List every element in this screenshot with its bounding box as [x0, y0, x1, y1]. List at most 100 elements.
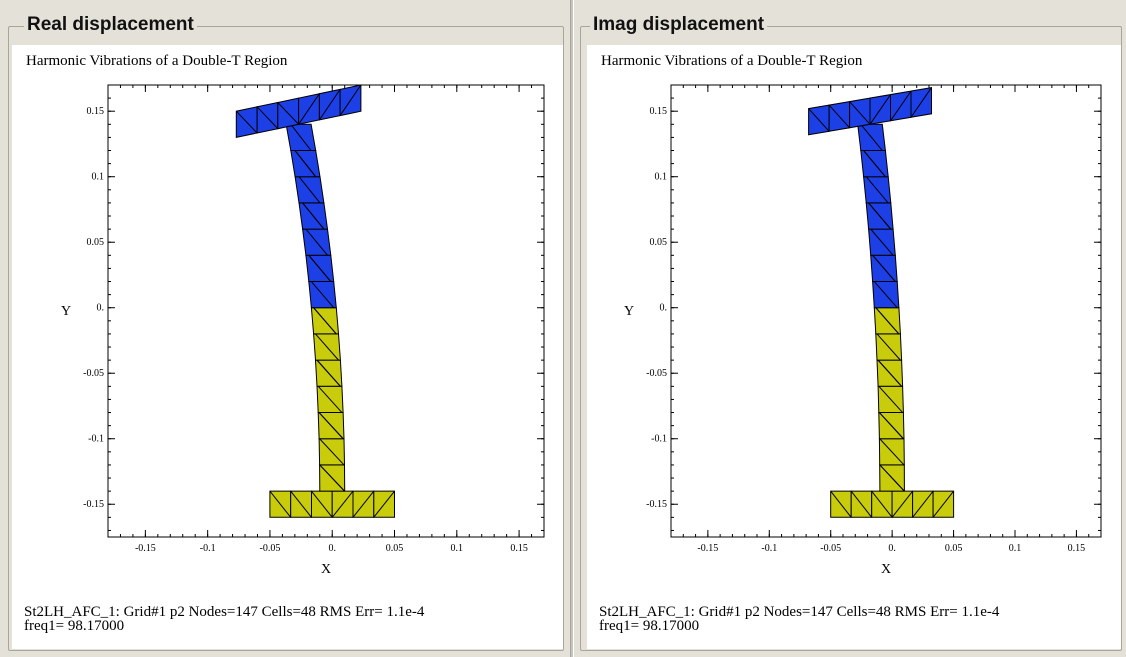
- plot-footer: St2LH_AFC_1: Grid#1 p2 Nodes=147 Cells=4…: [599, 604, 1000, 634]
- y-tick-label: -0.1: [88, 434, 104, 445]
- panel-title: Real displacement: [24, 14, 197, 36]
- mesh-edge: [869, 94, 891, 125]
- mesh-edge: [308, 254, 332, 282]
- y-tick-label: 0.15: [87, 106, 105, 117]
- mesh-edge: [873, 281, 898, 309]
- y-tick-label: 0.: [660, 303, 668, 314]
- mesh-edge: [298, 176, 321, 204]
- mesh-edge: [294, 150, 317, 178]
- plot-frame: [107, 84, 545, 538]
- mesh-edge: [872, 254, 896, 282]
- y-tick-label: 0.15: [650, 106, 668, 117]
- plot-area: Harmonic Vibrations of a Double-T Region…: [12, 45, 563, 649]
- mesh-edge: [877, 359, 902, 387]
- mesh-edge: [315, 333, 339, 361]
- x-tick-label: 0.15: [510, 543, 528, 554]
- mesh-edge: [891, 490, 914, 518]
- mesh-edge: [876, 333, 901, 361]
- mesh-edge: [317, 385, 343, 413]
- x-axis-label: X: [881, 562, 891, 577]
- mesh-edge: [879, 412, 904, 440]
- x-tick-label: 0.: [888, 543, 896, 554]
- y-tick-label: -0.1: [651, 434, 667, 445]
- mesh-edge: [863, 150, 886, 178]
- y-tick-label: 0.1: [92, 172, 105, 183]
- status-line: St2LH_AFC_1: Grid#1 p2 Nodes=147 Cells=4…: [599, 604, 1000, 620]
- x-tick-label: 0.05: [386, 543, 404, 554]
- mesh-edge: [319, 464, 345, 492]
- mesh-plot: -0.15 -0.1 -0.05 0. 0.05 0.1 0.15 0.15 0.1 0.05 0.…: [624, 84, 1102, 577]
- mesh-edge: [290, 490, 312, 518]
- mesh-edge: [256, 106, 279, 130]
- real-displacement-group: [8, 26, 564, 651]
- mesh-edge: [871, 490, 893, 518]
- frequency-line: freq1= 98.17000: [24, 618, 125, 634]
- mesh-edge: [830, 490, 852, 518]
- mesh-edge: [331, 490, 354, 518]
- panel-title: Imag displacement: [590, 14, 768, 36]
- x-tick-label: -0.05: [260, 543, 281, 554]
- y-tick-label: -0.15: [646, 499, 667, 510]
- mesh-edge: [318, 89, 341, 121]
- imag-displacement-panel: Imag displacement Harmonic Vibrations of…: [574, 0, 1126, 657]
- mesh-plot: -0.15 -0.1 -0.05 0. 0.05 0.1 0.15 0.15 0.1 0.05 0.…: [61, 84, 545, 577]
- mesh-edge: [313, 307, 337, 335]
- y-tick-label: 0.05: [650, 237, 668, 248]
- splitter[interactable]: [570, 0, 574, 657]
- mesh-edge: [311, 490, 333, 518]
- mesh-edge: [319, 438, 345, 466]
- y-tick-label: 0.05: [87, 237, 105, 248]
- status-line: St2LH_AFC_1: Grid#1 p2 Nodes=147 Cells=4…: [24, 604, 425, 620]
- y-tick-label: 0.: [97, 303, 105, 314]
- x-tick-label: -0.15: [697, 543, 718, 554]
- x-tick-label: -0.05: [820, 543, 841, 554]
- mesh-edge: [339, 84, 362, 116]
- mesh-edge: [910, 87, 932, 118]
- y-tick-label: -0.15: [83, 499, 104, 510]
- mesh-edge: [310, 281, 335, 309]
- x-tick-label: 0.1: [1009, 543, 1022, 554]
- mesh-edge: [879, 438, 905, 466]
- mesh-edge: [808, 108, 830, 132]
- mesh-edge: [865, 176, 889, 204]
- y-tick-label: 0.1: [655, 172, 668, 183]
- mesh-edge: [235, 110, 258, 134]
- x-tick-label: -0.1: [761, 543, 777, 554]
- mesh-edge: [860, 123, 883, 151]
- x-axis-label: X: [321, 562, 331, 577]
- y-axis-label: Y: [624, 304, 634, 319]
- mesh-edge: [879, 464, 905, 492]
- mesh-edge: [828, 104, 850, 129]
- mesh-edge: [318, 412, 344, 440]
- mesh-edge: [277, 102, 299, 125]
- mesh-edge: [850, 490, 873, 518]
- y-tick-label: -0.05: [83, 368, 104, 379]
- mesh-edge: [352, 490, 375, 518]
- mesh-edge: [269, 490, 292, 518]
- mesh-edge: [298, 93, 320, 125]
- plot-footer: St2LH_AFC_1: Grid#1 p2 Nodes=147 Cells=4…: [24, 604, 425, 634]
- chart-title: Harmonic Vibrations of a Double-T Region: [601, 53, 863, 69]
- mesh-edge: [316, 359, 341, 387]
- mesh-edge: [305, 228, 328, 256]
- x-tick-label: 0.05: [945, 543, 963, 554]
- frequency-line: freq1= 98.17000: [599, 618, 700, 634]
- mesh-edge: [868, 202, 892, 230]
- mesh-edge: [290, 123, 312, 151]
- mesh-edge: [849, 101, 871, 125]
- x-tick-label: 0.15: [1068, 543, 1086, 554]
- mesh-edge: [890, 90, 912, 122]
- x-tick-label: -0.1: [200, 543, 216, 554]
- mesh-edge: [878, 385, 903, 413]
- plot-area: Harmonic Vibrations of a Double-T Region…: [587, 45, 1121, 649]
- mesh-edge: [932, 490, 954, 518]
- chart-title: Harmonic Vibrations of a Double-T Region: [26, 53, 288, 69]
- y-tick-label: -0.05: [646, 368, 667, 379]
- x-tick-label: 0.1: [451, 543, 464, 554]
- real-displacement-panel: Real displacement Harmonic Vibrations of…: [0, 0, 570, 657]
- y-axis-label: Y: [61, 304, 71, 319]
- x-tick-label: 0.: [328, 543, 336, 554]
- mesh-edge: [373, 490, 395, 518]
- mesh-edge: [870, 228, 894, 256]
- x-tick-label: -0.15: [135, 543, 156, 554]
